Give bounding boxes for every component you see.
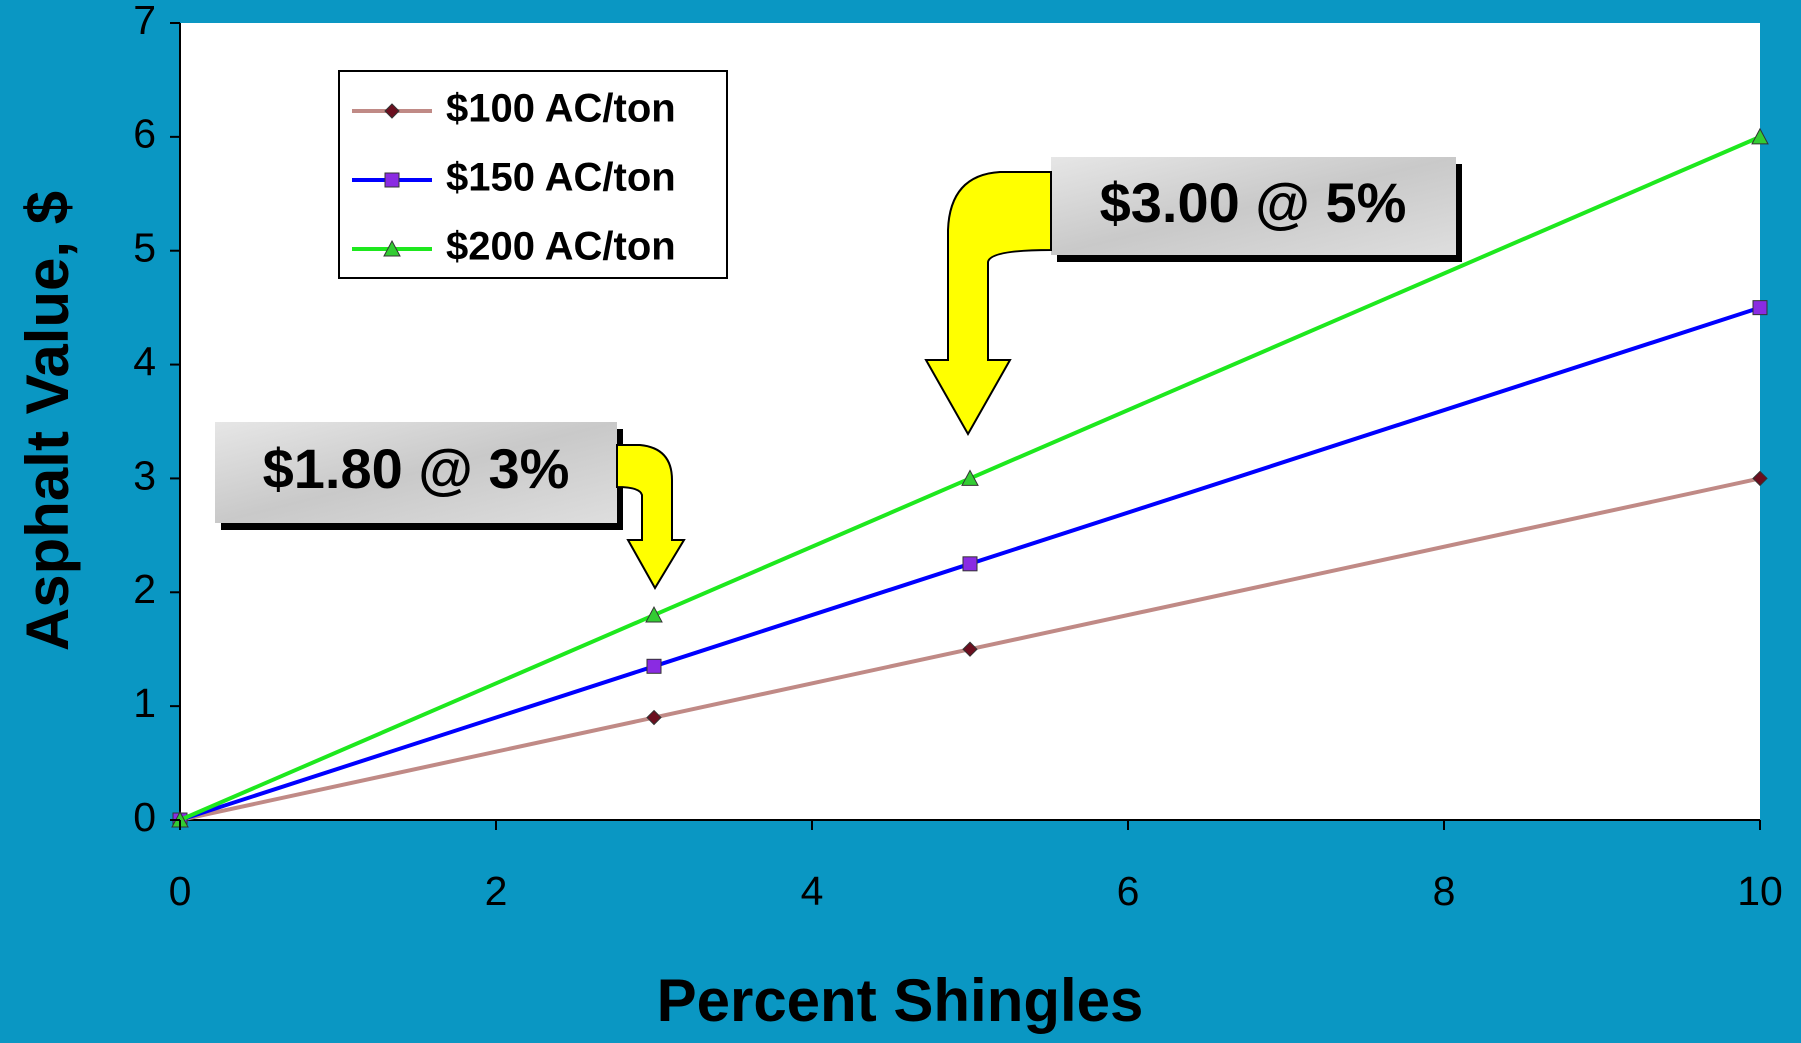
series-line: [179, 135, 1761, 822]
legend-label: $200 AC/ton: [446, 225, 676, 269]
marker: [383, 239, 401, 257]
marker: [646, 709, 662, 726]
y-tick-label: 6: [133, 111, 156, 157]
series-line: [179, 476, 1761, 822]
marker: [962, 641, 978, 657]
marker: [384, 172, 400, 188]
y-tick-label: 1: [133, 680, 156, 726]
y-tick-label: 0: [133, 794, 156, 840]
legend-label: $150 AC/ton: [446, 156, 676, 200]
marks: [171, 127, 1769, 828]
x-tick-label: 6: [1117, 868, 1140, 914]
y-tick-label: 4: [133, 338, 156, 384]
marker: [1751, 127, 1769, 145]
x-tick-label: 10: [1737, 868, 1783, 914]
marker: [646, 658, 662, 674]
x-axis-title: Percent Shingles: [657, 967, 1144, 1034]
annotation-arrow: [616, 444, 686, 590]
marker: [1752, 470, 1768, 487]
legend-box: [338, 70, 728, 279]
y-tick-label: 3: [133, 452, 156, 498]
annotation-box: [215, 422, 617, 523]
x-tick-label: 2: [485, 868, 508, 914]
marker: [645, 605, 663, 623]
legend-label: $100 AC/ton: [446, 87, 676, 131]
y-axis-title: Asphalt Value, $: [14, 191, 81, 651]
marker: [961, 469, 979, 486]
y-tick-label: 7: [133, 0, 156, 43]
x-tick-label: 4: [801, 868, 824, 914]
y-tick-label: 2: [133, 566, 156, 612]
marker: [384, 103, 400, 119]
annotation-arrow: [924, 171, 1052, 437]
annotation: $1.80 @ 3%: [263, 437, 570, 500]
x-tick-label: 0: [169, 868, 192, 914]
series-line: [179, 305, 1761, 822]
annotation-box: [1051, 157, 1456, 255]
y-tick-label: 5: [133, 225, 156, 271]
legend: $100 AC/ton $150 AC/ton $200 AC/ton: [352, 87, 676, 269]
marker: [962, 556, 978, 572]
marker: [1752, 300, 1768, 316]
x-tick-label: 8: [1433, 868, 1456, 914]
annotation: $3.00 @ 5%: [1100, 171, 1407, 234]
